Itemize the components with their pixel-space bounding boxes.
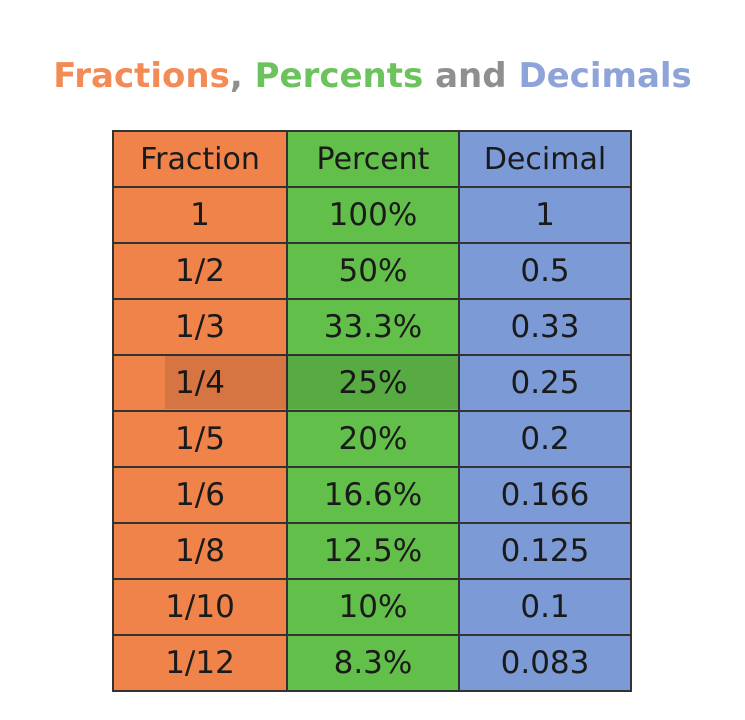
percent-cell: 50% [288, 244, 458, 300]
fraction-header: Fraction [114, 132, 286, 188]
decimal-column: Decimal 1 0.5 0.33 0.25 0.2 0.166 0.125 … [460, 132, 630, 690]
fraction-cell: 1 [114, 188, 286, 244]
title-comma: , [229, 56, 243, 96]
decimal-cell: 0.33 [460, 300, 630, 356]
percent-cell: 100% [288, 188, 458, 244]
conversion-table: Fraction 1 1/2 1/3 1/4 1/5 1/6 1/8 1/10 … [112, 130, 632, 692]
decimal-cell: 0.125 [460, 524, 630, 580]
title-percents: Percents [254, 56, 424, 96]
percent-cell: 33.3% [288, 300, 458, 356]
percent-header: Percent [288, 132, 458, 188]
fraction-cell: 1/2 [114, 244, 286, 300]
fraction-cell: 1/4 [114, 356, 286, 412]
decimal-cell: 0.083 [500, 645, 590, 681]
fraction-cell: 1/12 [165, 645, 235, 681]
percent-cell: 12.5% [288, 524, 458, 580]
decimal-cell: 0.25 [460, 356, 630, 412]
decimal-cell: 1 [460, 188, 630, 244]
decimal-cell: 0.166 [460, 468, 630, 524]
decimal-cell: 0.1 [460, 580, 630, 636]
title-fractions: Fractions [53, 56, 230, 96]
title-and: and [435, 56, 507, 96]
percent-cell: 16.6% [288, 468, 458, 524]
fraction-cell: 1/3 [114, 300, 286, 356]
decimal-header: Decimal [460, 132, 630, 188]
fraction-column: Fraction 1 1/2 1/3 1/4 1/5 1/6 1/8 1/10 … [114, 132, 288, 690]
decimal-cell: 0.5 [460, 244, 630, 300]
page-title: Fractions, Percents and Decimals [0, 52, 745, 100]
decimal-cell: 0.2 [460, 412, 630, 468]
percent-cell: 25% [288, 356, 458, 412]
percent-cell: 10% [288, 580, 458, 636]
percent-column: Percent 100% 50% 33.3% 25% 20% 16.6% 12.… [288, 132, 460, 690]
percent-cell: 8.3% [333, 645, 413, 681]
fraction-cell: 1/8 [114, 524, 286, 580]
title-decimals: Decimals [518, 56, 692, 96]
percent-cell: 20% [288, 412, 458, 468]
fraction-cell: 1/6 [114, 468, 286, 524]
fraction-cell: 1/10 [114, 580, 286, 636]
fraction-cell: 1/5 [114, 412, 286, 468]
